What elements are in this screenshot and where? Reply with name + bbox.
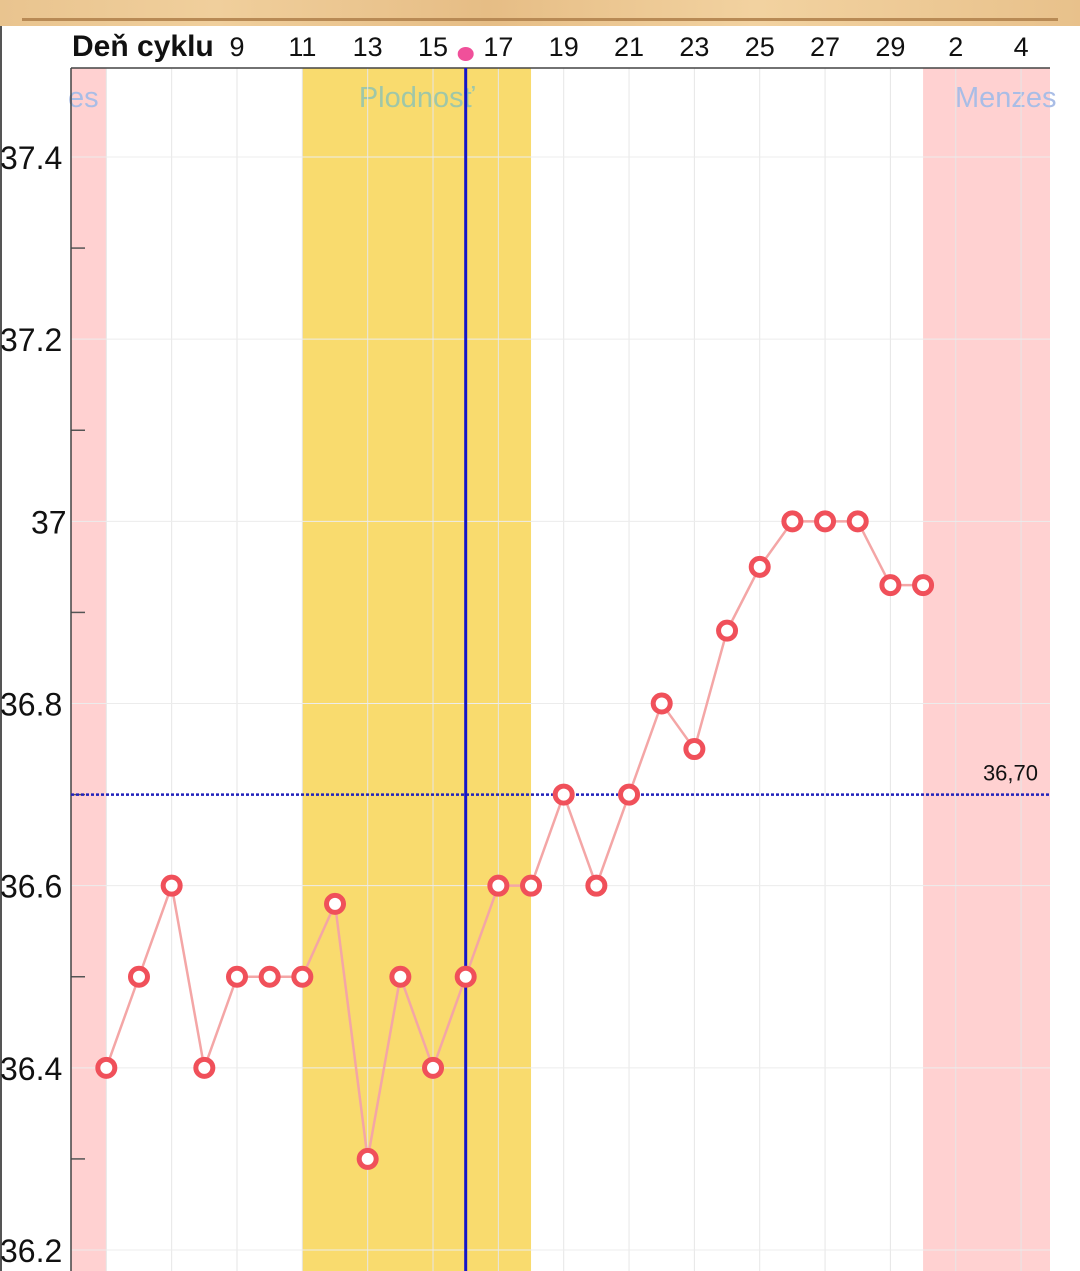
x-tick-label: 2: [948, 32, 963, 62]
data-point-day-23: [683, 738, 706, 761]
data-point-day-9: [226, 965, 248, 988]
x-tick-label: 11: [288, 32, 316, 62]
left-edge: [0, 26, 2, 1271]
x-tick-label: 27: [810, 32, 840, 62]
data-point-day-17: [487, 874, 510, 897]
y-tick-label: 36.2: [0, 1233, 62, 1269]
data-point-day-22: [650, 692, 673, 715]
data-point-day-21: [618, 783, 641, 806]
band-2: [923, 68, 1050, 1271]
data-point-day-13: [356, 1147, 379, 1170]
data-point-day-27: [814, 510, 837, 533]
band-label-0: es: [68, 82, 99, 114]
x-tick-label: 13: [353, 32, 383, 62]
data-point-day-8: [193, 1056, 216, 1079]
band-label-2: Menzes: [955, 82, 1057, 114]
data-point-day-14: [389, 965, 412, 988]
data-point-day-24: [716, 619, 739, 642]
coverline-label: 36,70: [983, 761, 1038, 786]
data-point-day-7: [160, 874, 183, 897]
data-point-day-15: [422, 1056, 445, 1079]
data-point-day-25: [748, 555, 771, 578]
today-dot: [457, 47, 474, 61]
data-point-day-28: [846, 510, 869, 533]
x-tick-label: 9: [229, 32, 244, 62]
x-tick-label: 29: [875, 32, 905, 62]
y-tick-label: 37.4: [0, 140, 62, 176]
x-tick-label: 15: [418, 32, 448, 62]
data-point-day-18: [520, 874, 543, 897]
x-tick-label: 23: [679, 32, 709, 62]
x-axis-title: Deň cyklu: [72, 30, 214, 63]
header-divider: [22, 18, 1058, 21]
y-tick-label: 37.2: [0, 322, 62, 358]
data-point-day-5: [95, 1056, 118, 1079]
band-label-1: Plodnosť: [359, 82, 476, 114]
x-tick-label: 4: [1014, 32, 1029, 62]
data-point-day-19: [552, 783, 575, 806]
y-tick-label: 36.4: [0, 1051, 62, 1087]
data-point-day-26: [781, 510, 804, 533]
data-point-day-16: [454, 965, 477, 988]
data-point-day-11: [291, 965, 314, 988]
data-point-day-12: [324, 892, 347, 915]
data-point-day-29: [879, 574, 902, 597]
data-point-day-6: [127, 965, 150, 988]
y-tick-label: 36.6: [0, 869, 62, 905]
data-point-day-10: [258, 965, 281, 988]
y-tick-label: 36.8: [0, 687, 62, 723]
data-point-day-30: [912, 574, 935, 597]
x-tick-label: 25: [745, 32, 775, 62]
x-tick-label: 21: [614, 32, 644, 62]
data-point-day-20: [585, 874, 608, 897]
wood-header-bar: [0, 0, 1080, 26]
band-1: [302, 68, 532, 1271]
x-tick-label: 17: [483, 32, 513, 62]
y-tick-label: 37: [31, 504, 67, 540]
x-tick-label: 19: [549, 32, 579, 62]
